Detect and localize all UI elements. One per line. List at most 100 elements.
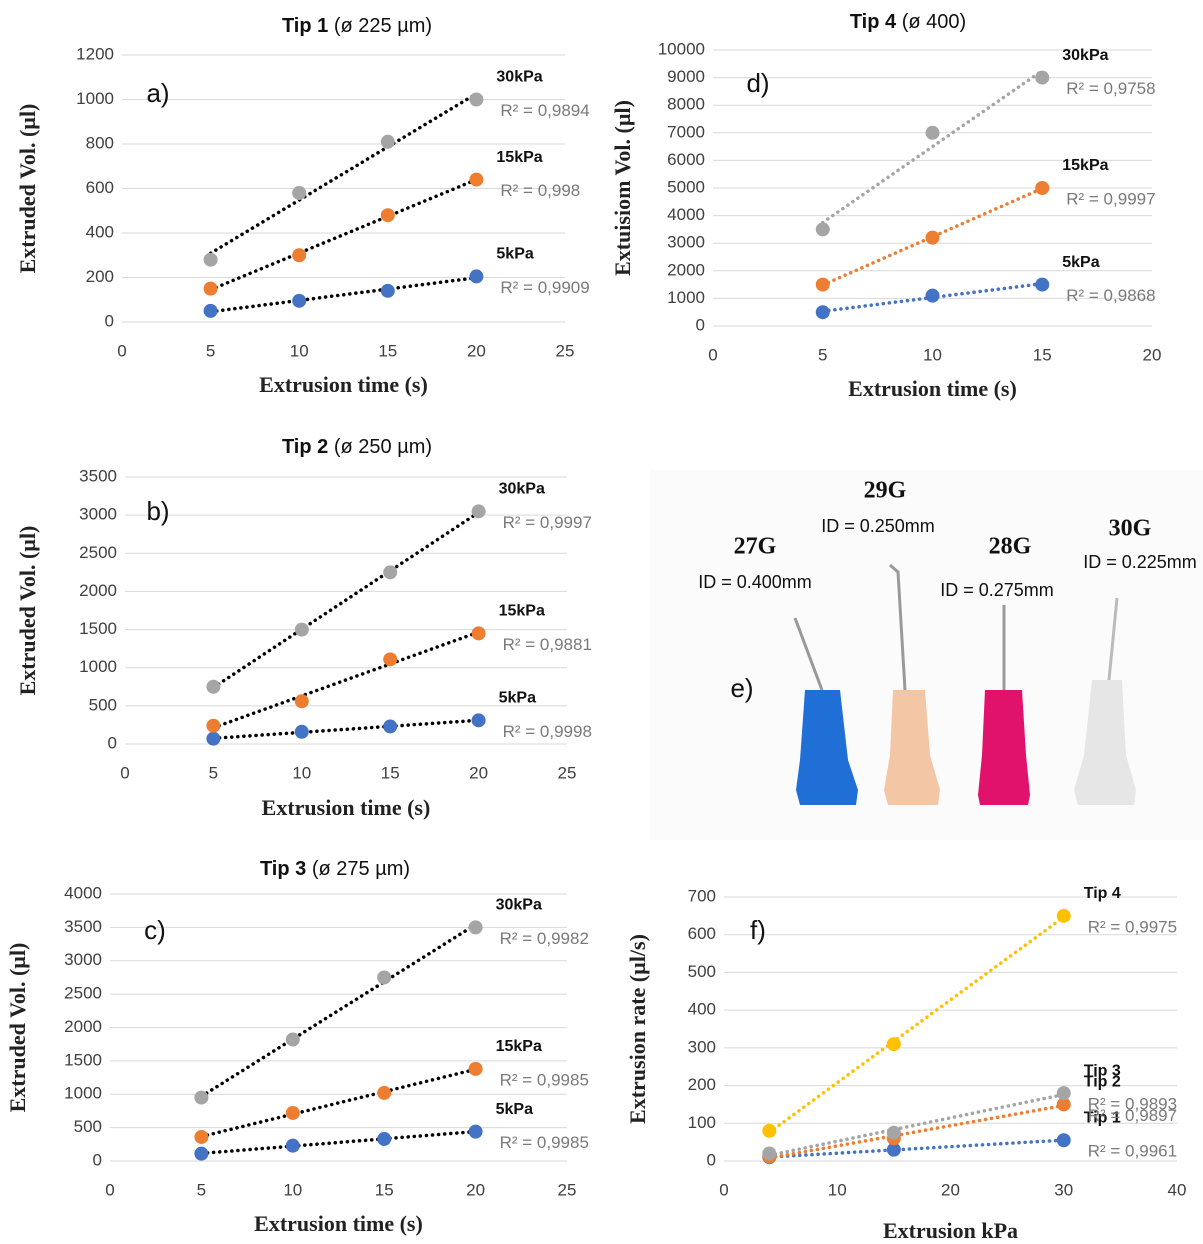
point	[292, 294, 306, 308]
y-tick-label: 400	[688, 1000, 716, 1019]
id-label: ID = 0.400mm	[698, 572, 812, 592]
point	[383, 652, 397, 666]
series-label: 15kPa	[499, 603, 545, 620]
id-label: ID = 0.225mm	[1083, 552, 1197, 572]
y-tick-label: 200	[86, 267, 114, 286]
y-tick-label: 8000	[667, 95, 705, 114]
y-tick-label: 3000	[667, 233, 705, 252]
point	[377, 1086, 391, 1100]
y-tick-label: 1000	[667, 288, 705, 307]
point	[1057, 1086, 1071, 1100]
point	[762, 1124, 776, 1138]
r2-label: R² = 0,9868	[1066, 286, 1155, 305]
x-tick-label: 15	[381, 763, 400, 782]
x-tick-label: 15	[378, 341, 397, 360]
y-axis-label: Extrusion rate (µl/s)	[625, 934, 650, 1124]
series-label: Tip 4	[1084, 885, 1121, 902]
point	[204, 282, 218, 296]
point	[926, 126, 940, 140]
series-label: 15kPa	[496, 1038, 542, 1055]
point	[295, 623, 309, 637]
y-tick-label: 300	[688, 1037, 716, 1056]
point	[926, 289, 940, 303]
series-label: 5kPa	[499, 690, 536, 707]
y-tick-label: 0	[696, 315, 705, 334]
point	[816, 278, 830, 292]
r2-label: R² = 0,9998	[503, 722, 592, 741]
y-tick-label: 2000	[667, 260, 705, 279]
x-tick-label: 20	[1143, 345, 1162, 364]
title-main: Tip 1	[282, 15, 328, 37]
title-main: Tip 2	[282, 436, 328, 458]
series-label: 30kPa	[499, 481, 545, 498]
x-tick-label: 0	[120, 763, 129, 782]
y-tick-label: 0	[707, 1150, 716, 1169]
x-tick-label: 5	[206, 341, 215, 360]
y-tick-label: 0	[108, 733, 117, 752]
y-tick-label: 5000	[667, 177, 705, 196]
point	[206, 719, 220, 733]
title-suffix: (ø 225 µm)	[334, 15, 432, 37]
point	[472, 626, 486, 640]
point	[286, 1106, 300, 1120]
y-axis-label: Extruded Vol. (µl)	[15, 104, 40, 274]
r2-label: R² = 0,9982	[500, 929, 589, 948]
point	[887, 1037, 901, 1051]
point	[204, 304, 218, 318]
y-tick-label: 1500	[79, 619, 117, 638]
series-label: 5kPa	[1062, 254, 1099, 271]
point	[381, 208, 395, 222]
x-tick-label: 0	[117, 341, 126, 360]
point	[194, 1091, 208, 1105]
y-tick-label: 800	[86, 133, 114, 152]
y-tick-label: 500	[688, 962, 716, 981]
x-tick-label: 25	[558, 1180, 577, 1199]
point	[383, 565, 397, 579]
gauge-label: 28G	[989, 534, 1032, 560]
title-main: Tip 3	[260, 858, 306, 880]
r2-label: R² = 0,9758	[1066, 79, 1155, 98]
point	[469, 1125, 483, 1139]
id-label: ID = 0.250mm	[821, 516, 935, 536]
x-tick-label: 10	[283, 1180, 302, 1199]
y-axis-label: Extuisiom Vol. (µl)	[610, 100, 635, 276]
id-label: ID = 0.275mm	[940, 580, 1054, 600]
point	[377, 1132, 391, 1146]
x-tick-label: 10	[292, 763, 311, 782]
r2-label: R² = 0,9985	[500, 1070, 589, 1089]
point	[295, 694, 309, 708]
x-tick-label: 5	[209, 763, 218, 782]
point	[472, 504, 486, 518]
y-tick-label: 3500	[79, 466, 117, 485]
y-tick-label: 2500	[79, 543, 117, 562]
point	[1035, 278, 1049, 292]
series-label: 15kPa	[496, 149, 542, 166]
series-label: 30kPa	[1062, 47, 1108, 64]
y-axis-label: Extruded Vol. (µl)	[5, 943, 30, 1113]
y-tick-label: 200	[688, 1075, 716, 1094]
y-tick-label: 10000	[658, 39, 705, 58]
gauge-label: 29G	[864, 478, 907, 504]
x-tick-label: 40	[1168, 1180, 1187, 1199]
point	[383, 719, 397, 733]
x-tick-label: 20	[469, 763, 488, 782]
x-tick-label: 25	[556, 341, 575, 360]
series-label: 5kPa	[496, 246, 533, 263]
point	[381, 135, 395, 149]
point	[206, 680, 220, 694]
chart-title: Tip 2 (ø 250 µm)	[282, 436, 432, 458]
y-tick-label: 600	[688, 924, 716, 943]
point	[292, 186, 306, 200]
point	[292, 248, 306, 262]
point	[472, 713, 486, 727]
panel-label: a)	[146, 78, 169, 108]
y-tick-label: 9000	[667, 67, 705, 86]
y-tick-label: 1200	[76, 44, 114, 63]
point	[816, 305, 830, 319]
r2-label: R² = 0,9961	[1088, 1142, 1177, 1161]
point	[469, 93, 483, 107]
x-tick-label: 0	[708, 345, 717, 364]
x-tick-label: 5	[818, 345, 827, 364]
point	[194, 1147, 208, 1161]
